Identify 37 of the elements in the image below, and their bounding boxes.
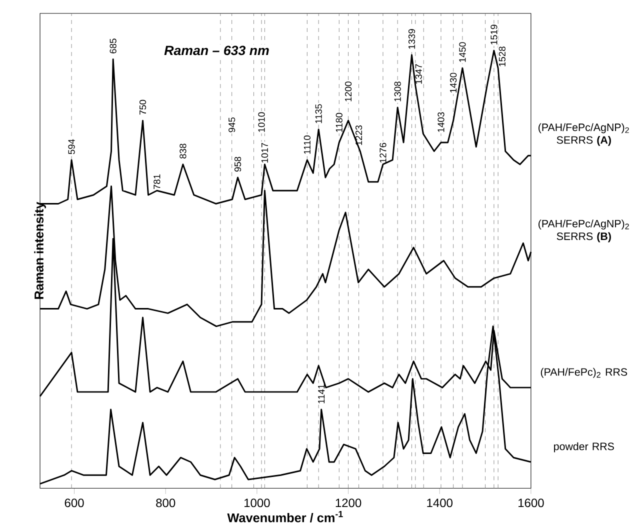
x-tick-label: 800 [156,498,176,508]
annotation: 1347 [415,64,422,84]
x-tick-label: 1200 [336,498,362,508]
annotation: 1141 [318,384,325,404]
annotation: 1180 [336,112,342,132]
annotation: 1017 [261,142,268,162]
x-tick-label: 1600 [518,498,544,508]
chart-title: Raman – 633 nm [164,46,269,56]
annotation: 958 [234,156,242,172]
x-axis-title: Wavenumber / cm$^{-1}$ [227,510,343,522]
annotation: 1339 [408,29,416,49]
annotation: 781 [154,174,160,189]
annotation: 1135 [315,104,322,124]
x-tick-label: 600 [64,498,84,508]
annotation: 1528 [498,46,506,66]
annotation: 1276 [380,142,386,162]
annotation: 1223 [355,125,362,145]
annotation: 594 [68,139,75,154]
annotation: 1010 [258,112,265,132]
text: (PAH/FePc/AgNP)$_{2}$ SERRS (A) [538,123,629,146]
y-axis-title: Raman intensity [34,202,46,299]
annotation: 838 [180,144,186,158]
annotation: 1403 [438,112,444,132]
annotation: 1110 [304,135,310,154]
annotation: 1430 [450,72,457,92]
annotation: 750 [139,100,146,115]
annotation: 1200 [344,81,352,102]
text: powder RRS [554,442,614,452]
annotation: 1308 [394,82,401,102]
text: (PAH/FePc/AgNP)$_{2}$ SERRS (B) [538,219,629,242]
annotation: 1450 [459,42,466,62]
annotation: 685 [110,38,116,54]
series-label: (PAH/FePc)$_{2}$ RRS [540,368,628,378]
x-tick-label: 1000 [244,498,270,508]
annotation: 1519 [490,24,498,44]
x-tick-label: 1400 [427,498,452,508]
annotation: 945 [228,117,236,132]
